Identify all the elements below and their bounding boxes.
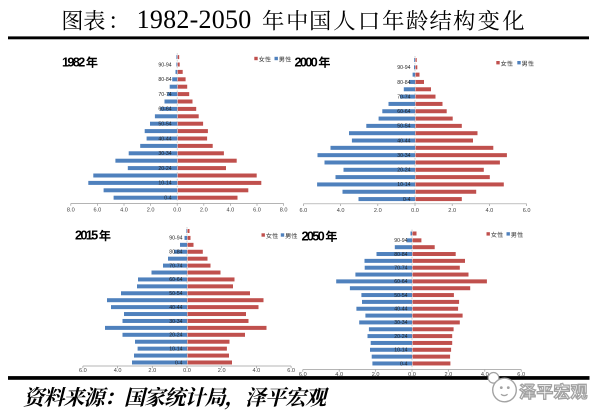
- svg-text:2000: 2000: [295, 54, 318, 69]
- svg-text:70-74: 70-74: [169, 263, 182, 269]
- svg-text:4.0: 4.0: [227, 208, 235, 214]
- svg-text:2.0: 2.0: [374, 208, 382, 214]
- svg-text:70-74: 70-74: [397, 94, 410, 100]
- svg-text:0-4: 0-4: [164, 196, 172, 202]
- svg-text:4.0: 4.0: [337, 208, 345, 214]
- svg-text:2.0: 2.0: [372, 372, 380, 378]
- svg-text:2.0: 2.0: [148, 368, 156, 374]
- svg-text:2.0: 2.0: [200, 208, 208, 214]
- svg-text:50-54: 50-54: [169, 291, 182, 297]
- svg-text:60-64: 60-64: [158, 107, 171, 113]
- svg-text:80-84: 80-84: [169, 250, 182, 256]
- svg-text:50-54: 50-54: [397, 124, 410, 130]
- svg-text:0-4: 0-4: [403, 197, 411, 203]
- svg-text:8.0: 8.0: [67, 208, 75, 214]
- svg-text:6.0: 6.0: [79, 368, 87, 374]
- svg-text:70-74: 70-74: [394, 266, 407, 272]
- svg-text:1982-2050: 1982-2050: [137, 5, 252, 34]
- svg-text:1982: 1982: [62, 54, 85, 69]
- svg-text:6.0: 6.0: [94, 208, 102, 214]
- svg-text:40-44: 40-44: [394, 307, 407, 313]
- svg-text:10-14: 10-14: [158, 181, 171, 187]
- svg-text:90-94: 90-94: [169, 236, 182, 242]
- svg-text:4.0: 4.0: [253, 368, 261, 374]
- svg-text:30-34: 30-34: [394, 320, 407, 326]
- svg-text:4.0: 4.0: [486, 208, 494, 214]
- svg-text:6.0: 6.0: [253, 208, 261, 214]
- svg-text:6.0: 6.0: [287, 368, 295, 374]
- svg-text:80-84: 80-84: [158, 77, 171, 83]
- svg-text:10-14: 10-14: [394, 348, 407, 354]
- svg-text:40-44: 40-44: [169, 305, 182, 311]
- svg-text:4.0: 4.0: [120, 208, 128, 214]
- svg-text:60-64: 60-64: [169, 277, 182, 283]
- svg-text:90-94: 90-94: [394, 238, 407, 244]
- svg-text:2.0: 2.0: [445, 372, 453, 378]
- svg-text:20-24: 20-24: [397, 168, 410, 174]
- svg-text:6.0: 6.0: [523, 208, 531, 214]
- svg-text:30-34: 30-34: [397, 153, 410, 159]
- svg-text:90-94: 90-94: [397, 65, 410, 71]
- svg-text:4.0: 4.0: [481, 372, 489, 378]
- svg-text:2050: 2050: [302, 228, 325, 243]
- svg-text:50-54: 50-54: [158, 122, 171, 128]
- svg-text:2015: 2015: [75, 228, 98, 243]
- svg-text:0-4: 0-4: [175, 360, 183, 366]
- svg-text:20-24: 20-24: [158, 166, 171, 172]
- svg-text:2.0: 2.0: [448, 208, 456, 214]
- svg-text:10-14: 10-14: [169, 346, 182, 352]
- svg-text:6.0: 6.0: [300, 208, 308, 214]
- svg-text:8.0: 8.0: [280, 208, 288, 214]
- svg-text:0.0: 0.0: [411, 208, 419, 214]
- svg-text:90-94: 90-94: [158, 62, 171, 68]
- svg-text:20-24: 20-24: [394, 334, 407, 340]
- svg-text:20-24: 20-24: [169, 333, 182, 339]
- svg-text:10-14: 10-14: [397, 182, 410, 188]
- svg-text:80-84: 80-84: [394, 252, 407, 258]
- svg-text:2.0: 2.0: [218, 368, 226, 374]
- svg-text:70-74: 70-74: [158, 92, 171, 98]
- svg-text:50-54: 50-54: [394, 293, 407, 299]
- svg-text:60-64: 60-64: [394, 279, 407, 285]
- svg-text:40-44: 40-44: [158, 136, 171, 142]
- svg-text:40-44: 40-44: [397, 138, 410, 144]
- svg-text:6.0: 6.0: [299, 372, 307, 378]
- svg-text:30-34: 30-34: [158, 151, 171, 157]
- svg-text:4.0: 4.0: [114, 368, 122, 374]
- svg-text:0-4: 0-4: [400, 361, 408, 367]
- svg-text:0.0: 0.0: [183, 368, 191, 374]
- svg-text:80-84: 80-84: [397, 80, 410, 86]
- svg-text:4.0: 4.0: [335, 372, 343, 378]
- svg-text:6.0: 6.0: [517, 372, 525, 378]
- svg-text:0.0: 0.0: [173, 208, 181, 214]
- svg-text:2.0: 2.0: [147, 208, 155, 214]
- svg-text:0.0: 0.0: [408, 372, 416, 378]
- svg-text:30-34: 30-34: [169, 319, 182, 325]
- svg-text:60-64: 60-64: [397, 109, 410, 115]
